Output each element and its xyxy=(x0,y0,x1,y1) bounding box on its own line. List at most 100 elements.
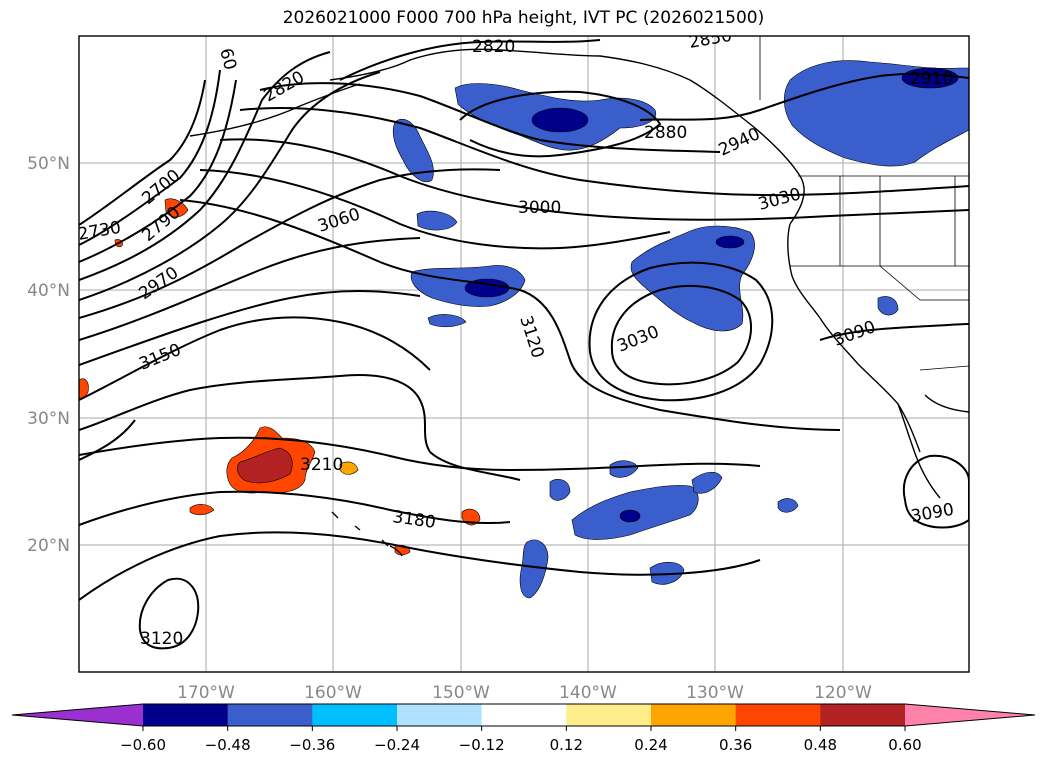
colorbar-extend-min xyxy=(12,704,143,726)
colorbar-tick-label: −0.60 xyxy=(120,736,166,754)
lon-label: 130°W xyxy=(686,683,744,703)
ivt-blob-small-7 xyxy=(877,296,899,316)
colorbar-extend-max xyxy=(905,704,1035,726)
colorbar-bin xyxy=(481,704,567,726)
lat-label: 20°N xyxy=(27,536,70,556)
colorbar: −0.60 −0.48 −0.36 −0.24 −0.12 0.12 0.24 0.36 0.4… xyxy=(11,703,1036,754)
ivt-positive-areas xyxy=(79,198,481,556)
contour-2940 xyxy=(639,72,969,121)
colorbar-tick-label: 0.48 xyxy=(804,736,837,754)
ivt-blob-south-1 xyxy=(519,539,549,599)
ivt-blob-small-3 xyxy=(609,460,639,478)
contour-3090b xyxy=(902,454,969,529)
contour-3180 xyxy=(79,374,521,481)
lon-label: 170°W xyxy=(177,683,235,703)
ivt-blob-small-6 xyxy=(777,498,799,513)
gridlines xyxy=(79,36,969,672)
contour-label: 2910 xyxy=(910,69,953,89)
colorbar-tick-label: 0.60 xyxy=(888,736,921,754)
colorbar-bin xyxy=(651,704,737,726)
lon-label: 120°W xyxy=(814,683,872,703)
contour-3090a xyxy=(199,169,671,250)
coast-alaska-gulf xyxy=(329,48,805,225)
contour-2820 xyxy=(339,39,601,81)
colorbar-tick-label: −0.12 xyxy=(459,736,505,754)
colorbar-tick-label: 0.36 xyxy=(719,736,752,754)
hawaii-islands xyxy=(331,511,403,557)
contour-3090c xyxy=(819,323,969,341)
contour-label: 2820 xyxy=(472,37,515,57)
ivt-core-hawaii-north xyxy=(237,447,293,484)
colorbar-bin xyxy=(397,704,483,726)
border-states-4 xyxy=(879,265,969,301)
contour-3150 xyxy=(79,316,431,401)
ivt-blob-small-8 xyxy=(427,314,467,328)
ivt-blob-small-1 xyxy=(416,210,458,231)
coastlines xyxy=(189,48,969,557)
colorbar-tick-label: 0.24 xyxy=(634,736,667,754)
ivt-blob-small-5 xyxy=(691,471,723,494)
colorbar-bin xyxy=(312,704,398,726)
contour-2850 xyxy=(79,71,381,301)
contour-3060b xyxy=(588,261,774,402)
coast-baja xyxy=(897,403,941,499)
contour-3030a xyxy=(239,107,969,197)
contour-3180b xyxy=(79,490,511,526)
lon-label: 140°W xyxy=(559,683,617,703)
ivt-blob-small-2 xyxy=(549,479,571,501)
map-frame xyxy=(78,35,970,673)
lat-label: 30°N xyxy=(27,409,70,429)
contour-2910 xyxy=(79,168,501,319)
contour-label: 3120 xyxy=(140,629,183,649)
contour-3210 xyxy=(79,436,761,472)
ivt-core-east xyxy=(715,235,745,249)
colorbar-bin xyxy=(227,704,313,726)
contour-2700 xyxy=(79,79,206,226)
coast-alaska-peninsula xyxy=(189,83,361,137)
contour-2970 xyxy=(79,237,421,341)
contour-2730 xyxy=(79,69,221,246)
latitude-labels: 50°N 40°N 30°N 20°N xyxy=(27,154,70,556)
lat-label: 40°N xyxy=(27,281,70,301)
ivt-negative-areas xyxy=(392,60,969,599)
lon-label: 160°W xyxy=(304,683,362,703)
lat-label: 50°N xyxy=(27,154,70,174)
ivt-blob-east-pacific xyxy=(630,225,755,332)
colorbar-tick-label: −0.36 xyxy=(289,736,335,754)
height-contours xyxy=(79,39,969,650)
ivt-core-gulf xyxy=(531,107,589,133)
contour-west-loop xyxy=(79,419,136,461)
ivt-blob-small-r3 xyxy=(339,461,359,475)
contour-label: 3210 xyxy=(300,455,343,475)
border-us-mexico xyxy=(919,365,969,371)
colorbar-tick-label: −0.48 xyxy=(205,736,251,754)
contour-3120b xyxy=(138,577,200,650)
contour-label: 2880 xyxy=(644,123,687,143)
ivt-blob-north-pacific xyxy=(392,119,434,182)
ivt-blob-small-r1 xyxy=(189,504,215,516)
colorbar-tick-label: 0.12 xyxy=(550,736,583,754)
contour-3060 xyxy=(219,138,969,221)
contour-2760 xyxy=(79,79,237,263)
contour-2790 xyxy=(79,51,331,281)
colorbar-bin xyxy=(735,704,821,726)
contour-2880 xyxy=(459,90,662,158)
coast-west-us xyxy=(787,223,921,453)
contour-3150b xyxy=(79,531,761,601)
ivt-core-subtropic xyxy=(619,509,641,523)
contour-3120 xyxy=(179,199,841,431)
political-borders xyxy=(759,36,969,371)
contour-3060c xyxy=(79,290,421,366)
lon-label: 150°W xyxy=(432,683,490,703)
colorbar-bin xyxy=(820,704,906,726)
contour-3000 xyxy=(259,82,721,153)
longitude-labels: 170°W 160°W 150°W 140°W 130°W 120°W xyxy=(177,683,872,703)
contour-label: 3000 xyxy=(518,198,561,218)
colorbar-bin xyxy=(143,704,229,726)
coast-mexico xyxy=(924,394,969,413)
contour-3030b xyxy=(610,284,753,386)
map-title: 2026021000 F000 700 hPa height, IVT PC (… xyxy=(282,8,765,28)
colorbar-tick-label: −0.24 xyxy=(374,736,420,754)
colorbar-bin xyxy=(566,704,652,726)
